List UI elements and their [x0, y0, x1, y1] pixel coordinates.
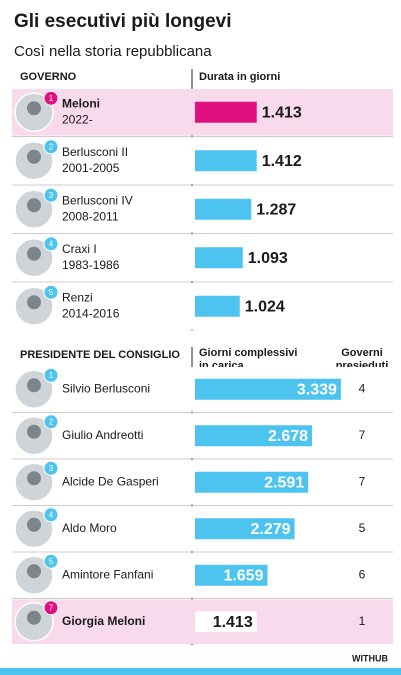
portrait-silhouette	[27, 295, 41, 310]
period-label: 2014-2016	[62, 306, 120, 320]
portrait-silhouette	[27, 610, 41, 625]
governments-label: 4	[359, 381, 366, 395]
period-label: 2001-2005	[62, 161, 120, 175]
category-label: Meloni	[62, 96, 100, 110]
portrait-silhouette	[27, 564, 41, 579]
bar	[195, 518, 295, 540]
value-label: 1.093	[248, 250, 288, 267]
rank-label: 5	[49, 557, 54, 566]
source: WITHUB	[352, 653, 388, 663]
category-label: Giulio Andreotti	[62, 428, 143, 442]
bar	[195, 150, 257, 172]
value-label: 1.413	[262, 104, 302, 121]
value-label: 1.659	[223, 567, 263, 584]
rank-label: 1	[49, 94, 54, 103]
category-label: Berlusconi II	[62, 145, 128, 159]
governments-label: 7	[359, 474, 366, 488]
portrait-silhouette	[27, 517, 41, 532]
value-label: 1.413	[213, 614, 253, 631]
category-label: Alcide De Gasperi	[62, 474, 159, 488]
extra-header-line: Governi	[341, 347, 383, 359]
value-header-line: Giorni complessivi	[199, 347, 297, 359]
portrait-silhouette	[27, 424, 41, 439]
bar	[195, 471, 309, 493]
category-label: Silvio Berlusconi	[62, 381, 150, 395]
rank-label: 7	[49, 603, 54, 612]
portrait-silhouette	[27, 149, 41, 164]
rank-badge	[43, 236, 59, 252]
rank-label: 1	[49, 371, 54, 380]
value-label: 3.339	[297, 381, 337, 398]
value-label: 2.678	[268, 428, 308, 445]
value-label: 1.287	[256, 201, 296, 218]
portrait-silhouette	[27, 198, 41, 213]
bar	[195, 101, 257, 123]
bar	[195, 295, 240, 317]
value-label: 2.591	[264, 474, 304, 491]
bar	[195, 564, 268, 586]
rank-label: 3	[49, 464, 54, 473]
subtitle: Così nella storia repubblicana	[14, 43, 212, 60]
rank-label: 4	[49, 239, 54, 248]
period-label: 1983-1986	[62, 258, 120, 272]
period-label: 2008-2011	[62, 209, 119, 223]
rank-badge	[43, 367, 59, 383]
rank-badge	[43, 284, 59, 300]
value-label: 1.412	[262, 153, 302, 170]
category-header: GOVERNO	[20, 71, 77, 83]
category-label: Aldo Moro	[62, 521, 117, 535]
category-label: Giorgia Meloni	[62, 614, 145, 628]
bar	[195, 198, 252, 220]
governments-label: 1	[359, 614, 366, 628]
footer-band	[0, 668, 401, 675]
portrait-silhouette	[27, 246, 41, 261]
governments-label: 5	[359, 521, 366, 535]
bar	[195, 378, 341, 400]
governments-label: 7	[359, 428, 366, 442]
period-label: 2022-	[62, 112, 93, 126]
category-label: Amintore Fanfani	[62, 567, 153, 581]
category-label: Renzi	[62, 290, 93, 304]
title: Gli esecutivi più longevi	[14, 11, 232, 32]
rank-badge	[43, 90, 59, 106]
rank-badge	[43, 553, 59, 569]
rank-label: 3	[49, 191, 54, 200]
rank-badge	[43, 460, 59, 476]
category-header: PRESIDENTE DEL CONSIGLIO	[20, 349, 180, 361]
category-label: Berlusconi IV	[62, 193, 133, 207]
value-header: Durata in giorni	[199, 71, 280, 83]
rank-label: 2	[49, 142, 54, 151]
value-label: 2.279	[251, 521, 291, 538]
rank-badge	[43, 600, 59, 616]
rank-badge	[43, 139, 59, 155]
rank-label: 2	[49, 417, 54, 426]
governments-label: 6	[359, 567, 366, 581]
bar	[195, 611, 257, 633]
category-label: Craxi I	[62, 242, 97, 256]
rank-badge	[43, 507, 59, 523]
rank-label: 4	[49, 510, 54, 519]
rank-badge	[43, 414, 59, 430]
portrait-silhouette	[27, 378, 41, 393]
rank-label: 5	[49, 288, 54, 297]
bar	[195, 425, 313, 447]
value-label: 1.024	[245, 298, 285, 315]
bar	[195, 247, 243, 269]
portrait-silhouette	[27, 101, 41, 116]
portrait-silhouette	[27, 471, 41, 486]
rank-badge	[43, 187, 59, 203]
